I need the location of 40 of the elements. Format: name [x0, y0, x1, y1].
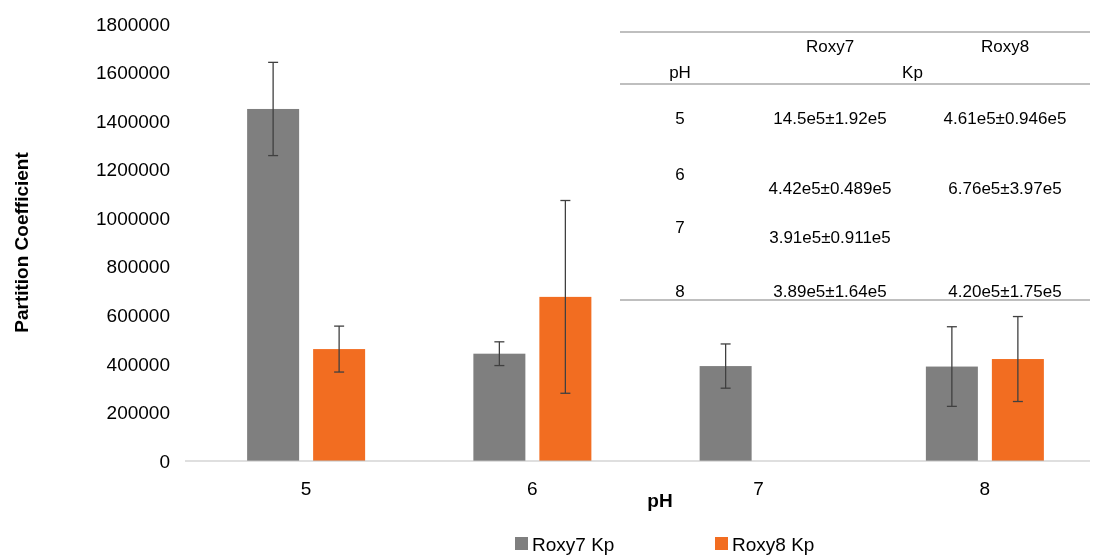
legend-label: Roxy8 Kp [732, 533, 815, 555]
bar [925, 366, 978, 461]
y-tick-label: 400000 [106, 353, 170, 375]
bar [313, 349, 366, 461]
annotation: 14.5e5±1.92e5 [773, 108, 887, 128]
y-tick-label: 1200000 [96, 159, 170, 181]
bar [699, 366, 752, 461]
y-tick-label: 1000000 [96, 207, 170, 229]
bar [247, 108, 300, 461]
annotation: Kp [902, 62, 923, 82]
annotation: 7 [675, 217, 685, 237]
y-tick-label: 0 [159, 450, 170, 472]
x-tick-label: 5 [300, 478, 312, 499]
x-axis-title: pH [647, 490, 673, 511]
annotation: 5 [675, 108, 685, 128]
y-tick-label: 600000 [106, 304, 170, 326]
legend-label: Roxy7 Kp [532, 533, 615, 555]
annotation: 6 [675, 164, 685, 184]
bar [991, 359, 1044, 461]
x-tick-label: 8 [979, 478, 991, 499]
bar [473, 353, 526, 461]
annotation: Roxy7 [805, 36, 855, 56]
y-tick-label: 200000 [106, 402, 170, 424]
annotation: 4.61e5±0.946e5 [943, 108, 1067, 128]
y-tick-label: 1400000 [96, 110, 170, 132]
x-tick-label: 7 [753, 478, 764, 499]
annotation: Roxy8 [980, 36, 1030, 56]
x-tick-label: 6 [527, 478, 538, 499]
annotation: 4.20e5±1.75e5 [948, 281, 1062, 301]
y-axis-title: Partition Coefficient [11, 151, 32, 333]
y-tick-label: 800000 [106, 256, 170, 278]
annotation: 3.91e5±0.911e5 [769, 227, 891, 247]
y-tick-label: 1800000 [96, 13, 170, 35]
annotation: pH [669, 62, 691, 82]
annotation: 8 [675, 281, 685, 301]
bar [539, 296, 592, 461]
annotation: 4.42e5±0.489e5 [768, 178, 892, 198]
y-tick-label: 1600000 [96, 62, 170, 84]
annotation: 3.89e5±1.64e5 [773, 281, 887, 301]
annotation: 6.76e5±3.97e5 [948, 178, 1062, 198]
